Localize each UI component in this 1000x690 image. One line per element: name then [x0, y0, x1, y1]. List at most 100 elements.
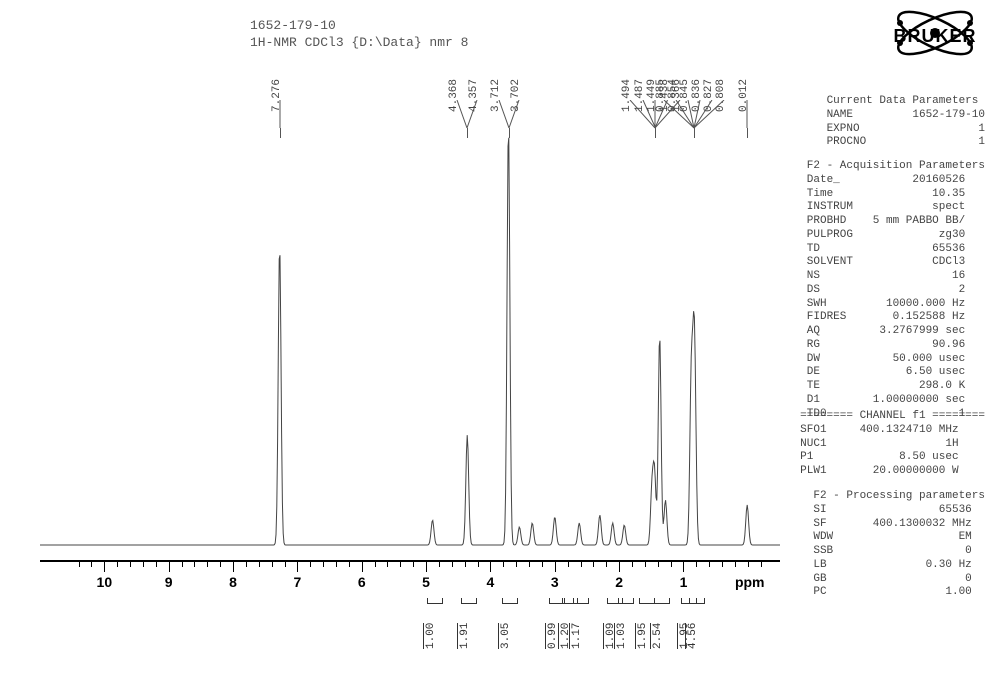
axis-major-tick: [683, 562, 684, 572]
axis-minor-tick: [452, 562, 453, 567]
integral-value: 4.56: [685, 623, 699, 649]
integral-bracket: [461, 598, 477, 604]
peak-label-tick: [507, 100, 521, 130]
axis-minor-tick: [529, 562, 530, 567]
axis-tick-label: 1: [680, 574, 688, 590]
axis-major-tick: [619, 562, 620, 572]
x-axis: 10987654321ppm: [40, 560, 780, 562]
logo-text: BRUKER: [893, 26, 976, 47]
param-section: Current Data Parameters NAME 1652-179-10…: [827, 95, 985, 150]
axis-minor-tick: [323, 562, 324, 567]
axis-minor-tick: [671, 562, 672, 567]
nmr-spectrum: [40, 70, 780, 560]
integral-bracket: [654, 598, 670, 604]
axis-minor-tick: [143, 562, 144, 567]
axis-tick-label: 2: [615, 574, 623, 590]
axis-minor-tick: [285, 562, 286, 567]
peak-group-tick: [747, 128, 748, 138]
axis-minor-tick: [182, 562, 183, 567]
integral-value: 3.05: [498, 623, 512, 649]
axis-tick-label: 10: [97, 574, 113, 590]
axis-minor-tick: [632, 562, 633, 567]
integral-bracket: [639, 598, 655, 604]
integral-value: 1.91: [457, 623, 471, 649]
axis-unit: ppm: [735, 574, 765, 590]
axis-minor-tick: [696, 562, 697, 567]
axis-major-tick: [297, 562, 298, 572]
axis-minor-tick: [117, 562, 118, 567]
axis-minor-tick: [91, 562, 92, 567]
axis-minor-tick: [375, 562, 376, 567]
axis-minor-tick: [542, 562, 543, 567]
axis-tick-label: 8: [229, 574, 237, 590]
axis-minor-tick: [310, 562, 311, 567]
param-section: F2 - Processing parameters SI 65536 SF 4…: [813, 490, 985, 600]
axis-minor-tick: [503, 562, 504, 567]
sample-id: 1652-179-10: [250, 18, 336, 33]
axis-major-tick: [555, 562, 556, 572]
peak-group-tick: [280, 128, 281, 138]
experiment-desc: 1H-NMR CDCl3 {D:\Data} nmr 8: [250, 35, 468, 50]
axis-major-tick: [104, 562, 105, 572]
axis-minor-tick: [722, 562, 723, 567]
integral-bracket: [427, 598, 443, 604]
axis-major-tick: [233, 562, 234, 572]
peak-label-tick: [692, 100, 726, 130]
axis-tick-label: 7: [293, 574, 301, 590]
axis-minor-tick: [194, 562, 195, 567]
peak-group-tick: [509, 128, 510, 138]
integral-value: 1.95: [635, 623, 649, 649]
axis-minor-tick: [246, 562, 247, 567]
axis-minor-tick: [568, 562, 569, 567]
axis-minor-tick: [413, 562, 414, 567]
axis-tick-label: 9: [165, 574, 173, 590]
axis-minor-tick: [581, 562, 582, 567]
axis-minor-tick: [465, 562, 466, 567]
axis-minor-tick: [735, 562, 736, 567]
peak-label-tick: [465, 100, 479, 130]
peak-label-tick: [745, 100, 749, 130]
axis-major-tick: [490, 562, 491, 572]
integral-bracket: [618, 598, 634, 604]
integral-value: 1.00: [423, 623, 437, 649]
axis-minor-tick: [478, 562, 479, 567]
integral-bracket: [502, 598, 518, 604]
param-section: F2 - Acquisition Parameters Date_ 201605…: [807, 160, 985, 421]
axis-minor-tick: [272, 562, 273, 567]
axis-minor-tick: [400, 562, 401, 567]
axis-minor-tick: [709, 562, 710, 567]
axis-minor-tick: [336, 562, 337, 567]
axis-minor-tick: [259, 562, 260, 567]
axis-tick-label: 5: [422, 574, 430, 590]
axis-minor-tick: [593, 562, 594, 567]
integral-value: 1.03: [614, 623, 628, 649]
axis-minor-tick: [79, 562, 80, 567]
axis-minor-tick: [748, 562, 749, 567]
axis-minor-tick: [387, 562, 388, 567]
axis-major-tick: [426, 562, 427, 572]
axis-tick-label: 3: [551, 574, 559, 590]
bruker-logo: BRUKER: [890, 8, 980, 60]
integral-value: 2.54: [650, 623, 664, 649]
axis-minor-tick: [207, 562, 208, 567]
axis-minor-tick: [220, 562, 221, 567]
integral-value: 0.99: [545, 623, 559, 649]
axis-minor-tick: [606, 562, 607, 567]
axis-minor-tick: [439, 562, 440, 567]
peak-group-tick: [655, 128, 656, 138]
param-section: ======== CHANNEL f1 ======== SFO1 400.13…: [800, 410, 985, 479]
axis-tick-label: 4: [487, 574, 495, 590]
axis-minor-tick: [761, 562, 762, 567]
integral-bracket: [573, 598, 589, 604]
axis-major-tick: [169, 562, 170, 572]
axis-major-tick: [362, 562, 363, 572]
peak-group-tick: [467, 128, 468, 138]
axis-minor-tick: [156, 562, 157, 567]
axis-tick-label: 6: [358, 574, 366, 590]
peak-label-tick: [278, 100, 282, 130]
axis-minor-tick: [130, 562, 131, 567]
axis-minor-tick: [516, 562, 517, 567]
integral-value: 1.17: [569, 623, 583, 649]
integral-bracket: [689, 598, 705, 604]
axis-minor-tick: [349, 562, 350, 567]
